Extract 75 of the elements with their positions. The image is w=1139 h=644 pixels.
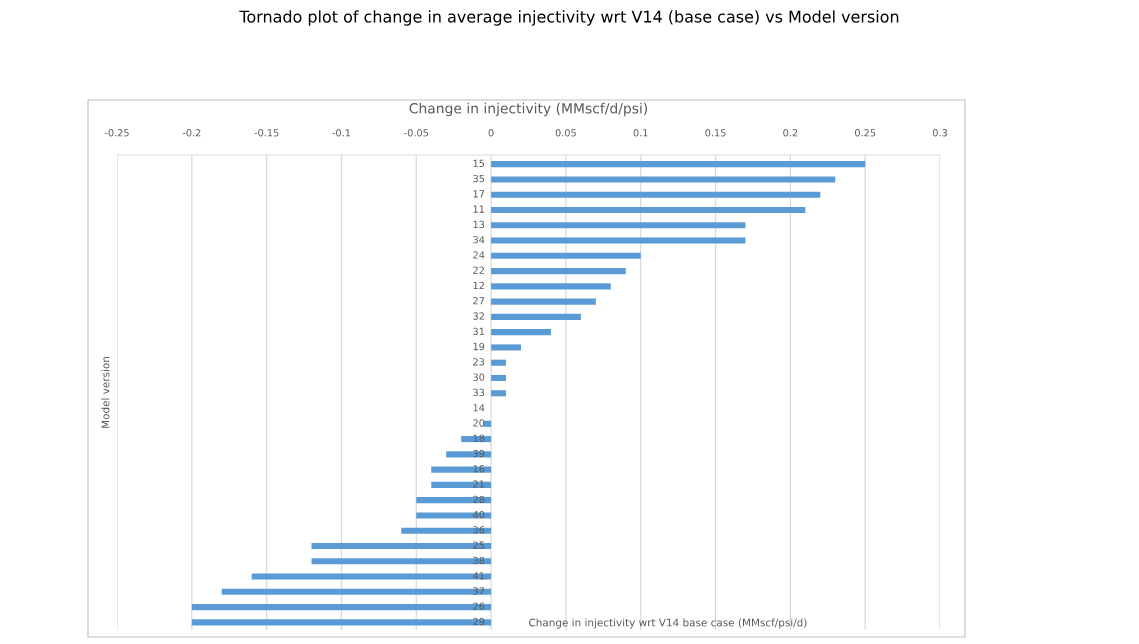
bar xyxy=(191,619,492,626)
y-tick-label: 13 xyxy=(473,220,485,229)
y-tick-label: 38 xyxy=(473,556,485,565)
y-tick-label: 18 xyxy=(473,434,485,442)
x-tick-label: -0.2 xyxy=(182,129,201,137)
y-axis-title: Model version xyxy=(101,357,110,428)
bar xyxy=(401,527,492,534)
bar xyxy=(311,558,492,565)
bar xyxy=(491,252,641,259)
y-tick-label: 36 xyxy=(473,526,485,534)
bar xyxy=(431,481,492,488)
x-tick-label: 0.25 xyxy=(855,129,876,137)
x-tick-label: 0.2 xyxy=(783,129,798,137)
bar xyxy=(491,329,551,336)
y-tick-label: 23 xyxy=(473,358,485,366)
bar xyxy=(251,573,492,580)
bar xyxy=(431,466,492,473)
x-tick-label: 0.3 xyxy=(932,129,947,137)
bar xyxy=(491,237,746,244)
y-tick-label: 15 xyxy=(473,159,485,167)
y-tick-label: 35 xyxy=(473,174,485,183)
bar xyxy=(491,283,611,290)
y-tick-label: 14 xyxy=(473,404,485,412)
bar xyxy=(416,512,492,519)
bar xyxy=(491,268,626,275)
y-tick-label: 28 xyxy=(473,495,485,503)
y-tick-label: 33 xyxy=(473,388,485,397)
x-tick-label: 0 xyxy=(488,129,494,137)
y-tick-label: 31 xyxy=(473,327,485,335)
y-tick-label: 26 xyxy=(473,602,485,610)
bar xyxy=(491,374,507,382)
bar xyxy=(491,313,581,320)
bar xyxy=(491,390,507,397)
bar xyxy=(446,451,492,458)
x-axis-title: Change in injectivity wrt V14 base case (MMscf/psi/d) xyxy=(529,618,807,629)
bar xyxy=(491,298,596,305)
y-tick-label: 11 xyxy=(473,205,485,213)
bar xyxy=(491,161,866,168)
y-tick-label: 12 xyxy=(473,281,484,290)
bar xyxy=(491,344,522,351)
bar xyxy=(491,222,746,229)
x-tick-label: -0.1 xyxy=(332,129,351,137)
x-tick-label: 0.15 xyxy=(705,129,726,137)
chart-title: Tornado plot of change in average injectivity wrt V14 (base case) vs Model version xyxy=(239,10,899,26)
y-tick-label: 22 xyxy=(473,266,484,274)
x-tick-label: -0.25 xyxy=(104,129,129,137)
y-tick-label: 24 xyxy=(473,251,485,259)
chart-subtitle: Change in injectivity (MMscf/d/psi) xyxy=(409,102,648,117)
y-tick-label: 32 xyxy=(473,312,484,320)
bar xyxy=(491,176,836,183)
y-tick-label: 27 xyxy=(473,297,485,305)
y-tick-label: 37 xyxy=(473,587,485,595)
y-tick-label: 21 xyxy=(473,480,485,488)
bar xyxy=(491,359,507,366)
x-tick-label: 0.1 xyxy=(633,129,648,137)
y-tick-label: 16 xyxy=(473,465,485,473)
y-tick-label: 39 xyxy=(473,449,485,458)
bar xyxy=(491,191,821,198)
bar xyxy=(491,206,806,214)
bar xyxy=(416,497,492,504)
y-tick-label: 29 xyxy=(473,617,485,626)
x-tick-label: -0.05 xyxy=(404,129,428,137)
y-tick-label: 41 xyxy=(473,572,485,580)
y-tick-label: 40 xyxy=(473,510,485,519)
bar xyxy=(483,420,492,427)
bar xyxy=(311,542,492,550)
y-tick-label: 30 xyxy=(473,373,485,381)
x-tick-label: 0.05 xyxy=(555,129,576,137)
bar xyxy=(191,604,492,611)
y-tick-label: 17 xyxy=(473,190,485,198)
y-tick-label: 19 xyxy=(473,342,485,351)
bar xyxy=(221,588,492,595)
x-tick-label: -0.15 xyxy=(254,129,279,137)
y-tick-label: 25 xyxy=(473,541,485,549)
y-tick-label: 34 xyxy=(473,236,485,244)
